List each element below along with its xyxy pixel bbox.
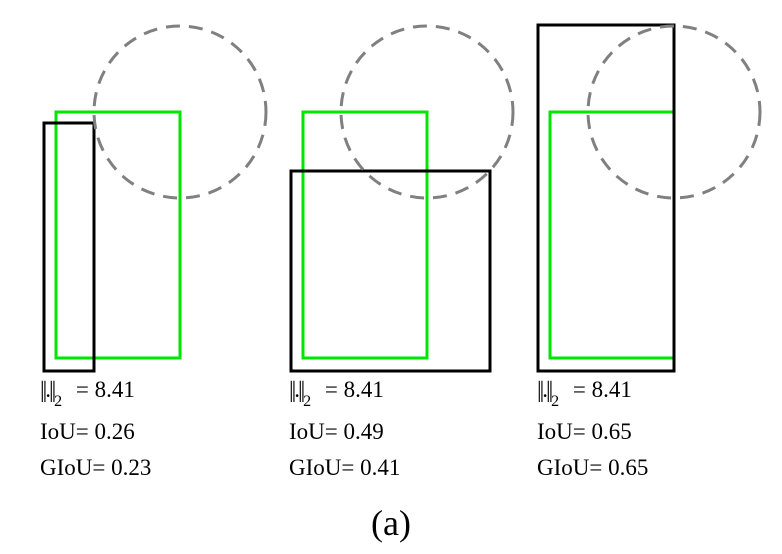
iou-label: IoU= 0.26 [40, 419, 135, 444]
panel-1 [42, 24, 268, 373]
predicted-box [536, 23, 676, 373]
norm-subscript: 2 [303, 393, 312, 410]
predicted-box [289, 169, 492, 373]
dashed-circle [92, 24, 268, 200]
iou-label: IoU= 0.65 [537, 419, 632, 444]
figure-caption: (a) [371, 503, 411, 543]
panel-3 [536, 23, 762, 373]
ground-truth-box [54, 110, 182, 360]
norm-symbol: ||.|| [537, 377, 553, 402]
giou-label: GIoU= 0.23 [40, 455, 152, 480]
l2-norm-label: ||.||2 = 8.41 [289, 377, 384, 410]
giou-label: GIoU= 0.41 [289, 455, 401, 480]
dashed-circle [339, 24, 515, 200]
norm-symbol: ||.|| [289, 377, 305, 402]
norm-value: = 8.41 [75, 377, 135, 402]
predicted-box [42, 121, 96, 373]
norm-value: = 8.41 [324, 377, 384, 402]
iou-label: IoU= 0.49 [289, 419, 384, 444]
norm-symbol: ||.|| [40, 377, 56, 402]
norm-subscript: 2 [551, 393, 560, 410]
norm-value: = 8.41 [572, 377, 632, 402]
ground-truth-box [548, 110, 676, 360]
ground-truth-box [301, 110, 429, 360]
l2-norm-label: ||.||2 = 8.41 [537, 377, 632, 410]
giou-label: GIoU= 0.65 [537, 455, 649, 480]
panel-2 [289, 24, 515, 373]
norm-subscript: 2 [54, 393, 63, 410]
dashed-circle [586, 24, 762, 200]
l2-norm-label: ||.||2 = 8.41 [40, 377, 135, 410]
